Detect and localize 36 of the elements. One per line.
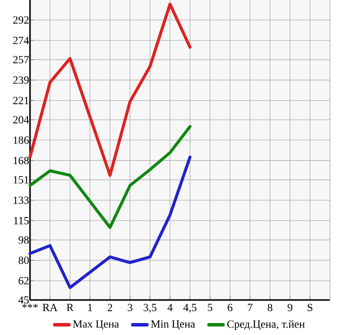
x-tick-label: 5 xyxy=(208,304,212,312)
x-tick-label: *** xyxy=(22,304,38,308)
y-tick-label: 98 xyxy=(18,236,29,244)
y-tick-label: 204 xyxy=(13,116,29,124)
x-tick-label: 7 xyxy=(248,304,252,312)
legend-label: Min Цена xyxy=(150,320,196,330)
x-tick-label: 9 xyxy=(288,304,292,312)
x-tick-label: RA xyxy=(42,304,58,312)
y-tick-label: 62 xyxy=(18,277,29,284)
y-tick-label: 45 xyxy=(18,296,29,304)
y-tick-label: 133 xyxy=(14,196,29,204)
x-tick-label: 6 xyxy=(228,304,232,312)
y-tick-label: 274 xyxy=(13,36,29,44)
y-tick-label: 80 xyxy=(18,256,29,264)
y-tick-label: 186 xyxy=(14,136,29,144)
x-tick-label: S xyxy=(308,304,312,312)
y-tick-label: 151 xyxy=(14,176,28,184)
y-tick-label: 168 xyxy=(14,156,29,164)
x-tick-label: 4 xyxy=(167,304,173,312)
y-tick-label: 115 xyxy=(14,216,29,224)
line-series xyxy=(28,156,192,290)
legend-label: Сред.Цена, т.йен xyxy=(227,320,305,330)
y-tick-label: 257 xyxy=(13,56,29,64)
line-series xyxy=(28,125,192,229)
x-tick-label: R xyxy=(66,304,74,312)
y-tick-label: 239 xyxy=(13,76,29,84)
x-tick-label: 3 xyxy=(128,304,132,312)
x-tick-label: 2 xyxy=(108,304,112,312)
x-tick-label: 3,5 xyxy=(144,304,156,313)
x-tick-label: 8 xyxy=(268,304,272,312)
x-tick-label: 4,5 xyxy=(183,304,196,313)
y-tick-label: 221 xyxy=(13,96,28,104)
y-tick-label: 292 xyxy=(13,16,29,24)
x-tick-label: 1 xyxy=(88,304,92,312)
legend-label: Max Цена xyxy=(73,320,119,330)
line-series xyxy=(28,2,192,177)
